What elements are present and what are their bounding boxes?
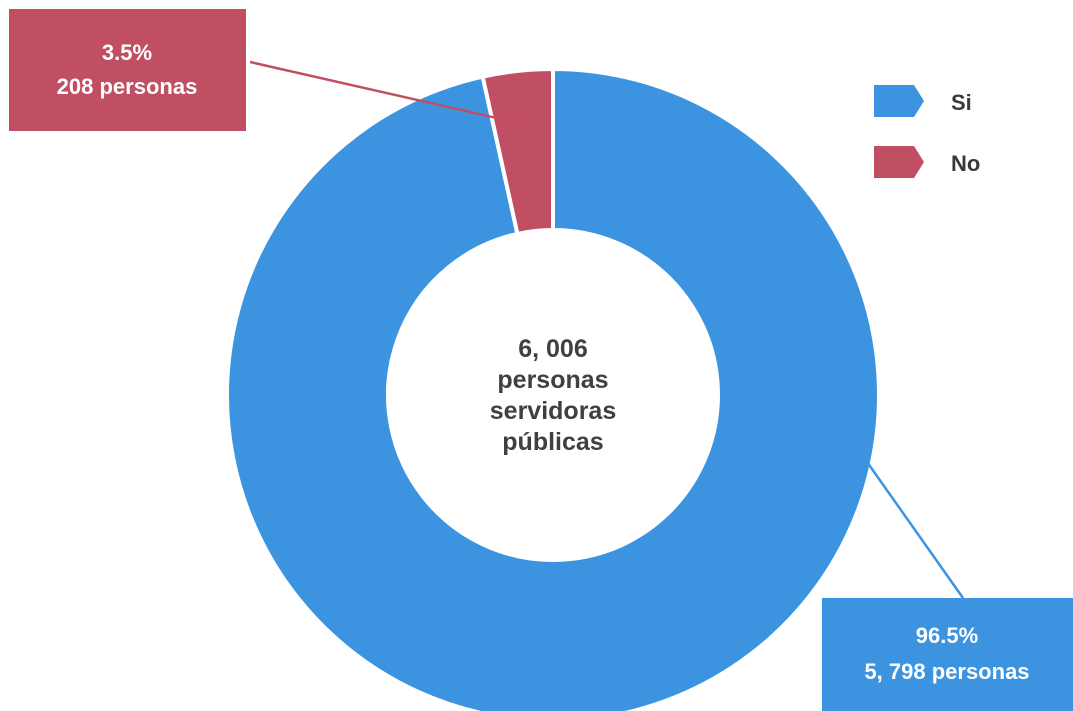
si-data-label-box bbox=[822, 598, 1073, 711]
no-label-count: 208 personas bbox=[57, 74, 198, 99]
si-label-count: 5, 798 personas bbox=[864, 659, 1029, 684]
center-label-line-2: personas bbox=[497, 366, 608, 394]
legend-label-si: Si bbox=[951, 90, 972, 115]
no-leader-line bbox=[249, 60, 515, 124]
donut-slices bbox=[225, 66, 881, 711]
legend-item-si: Si bbox=[874, 85, 972, 117]
si-label-percent: 96.5% bbox=[916, 623, 978, 648]
legend-label-no: No bbox=[951, 151, 980, 176]
legend: Si No bbox=[874, 85, 980, 178]
legend-swatch-no bbox=[874, 146, 924, 178]
si-leader-line bbox=[810, 383, 965, 599]
legend-swatch-si bbox=[874, 85, 924, 117]
no-label-percent: 3.5% bbox=[102, 40, 152, 65]
center-label-line-4: públicas bbox=[502, 428, 603, 456]
center-label-line-3: servidoras bbox=[490, 397, 616, 425]
si-data-label: 96.5% 5, 798 personas bbox=[822, 598, 1073, 711]
legend-item-no: No bbox=[874, 146, 980, 178]
no-data-label: 3.5% 208 personas bbox=[9, 9, 246, 131]
center-label-line-1: 6, 006 bbox=[518, 335, 588, 363]
donut-center-label: 6, 006 personas servidoras públicas bbox=[490, 335, 616, 456]
no-data-label-box bbox=[9, 9, 246, 131]
slice-si bbox=[225, 66, 881, 711]
